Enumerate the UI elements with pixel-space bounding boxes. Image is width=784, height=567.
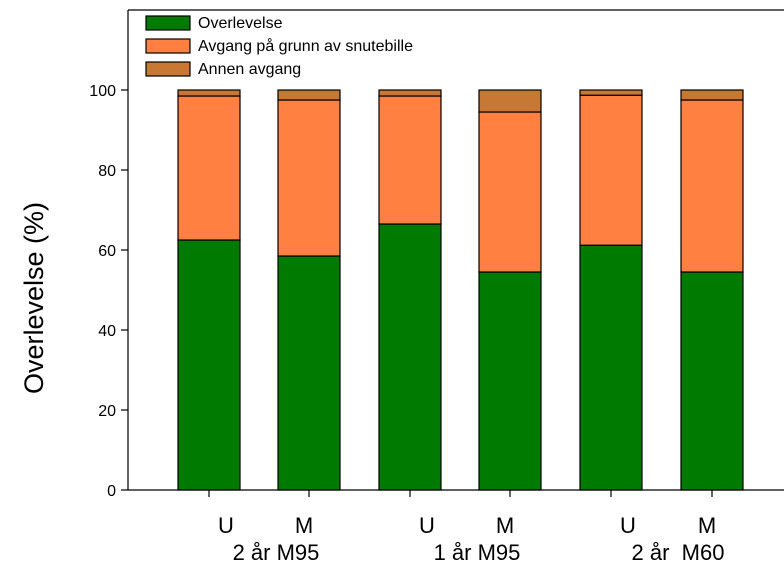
bar-segment-3-3: [378, 89, 442, 97]
bar-segment-1-4: [478, 271, 542, 491]
x-tick-label-6: M: [698, 513, 716, 538]
bar-segment-2-6: [680, 99, 744, 273]
legend-label-3: Annen avgang: [198, 61, 301, 78]
legend-swatch-1: [145, 15, 191, 31]
bar-segment-1-1: [177, 239, 241, 491]
x-tick-label-1: U: [218, 513, 234, 538]
legend-swatch-2: [145, 38, 191, 54]
bar-segment-3-6: [680, 89, 744, 101]
y-tick-label-40: 40: [98, 323, 116, 340]
bar-segment-1-6: [680, 271, 744, 491]
legend: Overlevelse Avgang på grunn av snutebille…: [145, 15, 413, 78]
legend-label-2: Avgang på grunn av snutebille: [198, 37, 413, 55]
x-group-label-3: 2 år M60: [632, 540, 725, 565]
y-axis-title: Overlevelse (%): [19, 202, 49, 394]
bar-segment-2-2: [277, 99, 341, 257]
bar-segment-3-1: [177, 89, 241, 97]
bar-segment-2-5: [579, 94, 643, 246]
y-tick-label-20: 20: [98, 403, 116, 420]
bar-segment-3-4: [478, 89, 542, 113]
x-tick-label-2: M: [295, 513, 313, 538]
y-tick-label-80: 80: [98, 163, 116, 180]
x-group-label-1: 2 år M95: [233, 540, 320, 565]
bar-segment-2-4: [478, 111, 542, 273]
y-tick-label-0: 0: [107, 483, 116, 500]
y-tick-label-100: 100: [89, 83, 116, 100]
x-tick-label-5: U: [620, 513, 636, 538]
bar-segment-2-1: [177, 95, 241, 241]
bar-segment-1-3: [378, 223, 442, 491]
x-tick-label-3: U: [419, 513, 435, 538]
bar-segment-1-2: [277, 255, 341, 491]
bar-segment-2-3: [378, 95, 442, 225]
y-tick-label-60: 60: [98, 243, 116, 260]
bar-segment-3-5: [579, 89, 643, 96]
legend-label-1: Overlevelse: [198, 15, 283, 32]
bar-segment-1-5: [579, 244, 643, 491]
x-tick-label-4: M: [496, 513, 514, 538]
bar-segment-3-2: [277, 89, 341, 101]
legend-swatch-3: [145, 61, 191, 77]
bars-layer: [177, 89, 744, 491]
x-group-label-2: 1 år M95: [434, 540, 521, 565]
